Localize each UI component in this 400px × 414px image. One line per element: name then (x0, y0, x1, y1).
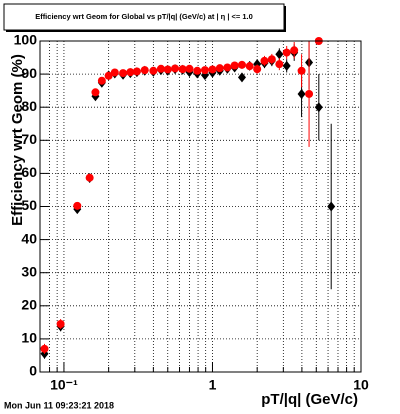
y-tick-label: 100 (14, 32, 38, 48)
data-point (237, 60, 246, 69)
data-point (275, 49, 284, 60)
x-tick-label: 10 (353, 377, 369, 393)
y-tick-label: 40 (21, 230, 37, 246)
y-tick-label: 50 (21, 197, 37, 213)
y-tick-label: 30 (21, 263, 37, 279)
y-axis-label: Efficiency wrt Geom (%) (9, 54, 26, 226)
y-tick-label: 60 (21, 164, 37, 180)
data-point (314, 102, 323, 113)
data-point (267, 55, 276, 64)
data-point (297, 66, 306, 75)
x-axis-label: pT/|q| (GeV/c) (261, 391, 358, 408)
y-tick-label: 20 (21, 297, 37, 313)
data-point (140, 66, 149, 75)
footer-date: Mon Jun 11 09:23:21 2018 (4, 400, 114, 410)
data-point (223, 63, 232, 72)
title-box (3, 3, 285, 31)
data-point (104, 71, 113, 80)
plot-area (40, 37, 362, 373)
data-point (119, 69, 128, 78)
data-point (208, 65, 217, 74)
data-point (230, 61, 239, 70)
data-point (327, 201, 336, 212)
data-point (253, 65, 262, 74)
y-tick-label: 70 (21, 131, 37, 147)
data-point (163, 65, 172, 74)
y-tick-label: 0 (29, 363, 37, 379)
data-point (126, 68, 135, 77)
data-point (97, 76, 106, 85)
data-point (185, 64, 194, 73)
data-point (91, 88, 100, 97)
data-point (200, 66, 209, 75)
data-point (110, 68, 119, 77)
frame (39, 40, 362, 373)
data-point (275, 60, 284, 69)
y-tick-label: 80 (21, 98, 37, 114)
data-point (40, 344, 49, 353)
data-point (215, 64, 224, 73)
data-point (245, 62, 254, 71)
data-point (156, 64, 165, 73)
data-point (237, 72, 246, 83)
x-tick-label: 10⁻¹ (50, 377, 78, 393)
data-point (85, 173, 94, 182)
data-point (290, 46, 299, 55)
chart-title: Efficiency wrt Geom for Global vs pT/|q|… (35, 12, 253, 21)
data-point (260, 56, 269, 65)
y-tick-label: 90 (21, 65, 37, 81)
y-tick-label: 10 (21, 330, 37, 346)
data-point (193, 66, 202, 75)
data-point (149, 66, 158, 75)
data-point (171, 64, 180, 73)
data-point (56, 320, 65, 329)
data-point (178, 65, 187, 74)
data-point (73, 201, 82, 210)
data-point (282, 60, 291, 71)
data-point (305, 89, 314, 98)
data-point (297, 88, 306, 99)
data-point (132, 67, 141, 76)
data-point (282, 48, 291, 57)
x-tick-label: 1 (209, 377, 217, 393)
